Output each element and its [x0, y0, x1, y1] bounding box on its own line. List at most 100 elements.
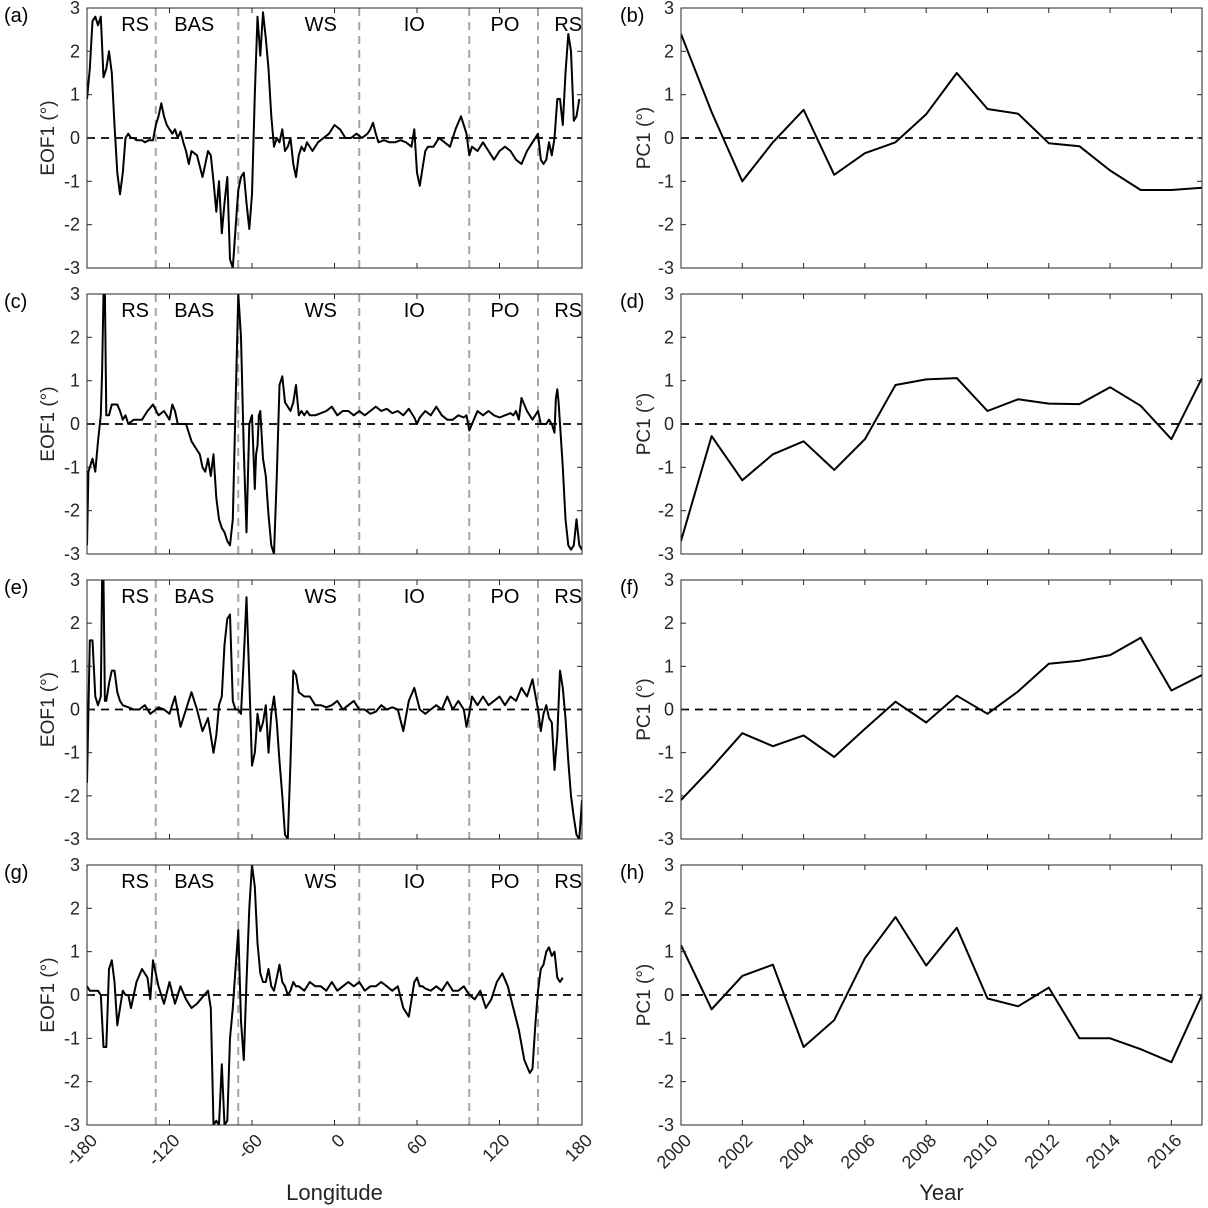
region-label: WS [305, 871, 337, 893]
y-tick-label: 3 [70, 0, 80, 18]
x-axis-label: Longitude [286, 1180, 383, 1205]
region-label: BAS [174, 871, 214, 893]
panel-label: (b) [620, 5, 644, 27]
x-tick-label: -60 [234, 1130, 267, 1163]
region-label: IO [404, 871, 425, 893]
panel-label: (f) [620, 577, 639, 599]
y-tick-label: -3 [658, 258, 674, 278]
x-tick-label: 180 [561, 1130, 596, 1165]
y-tick-label: 2 [70, 613, 80, 633]
x-tick-label: 2004 [775, 1130, 817, 1172]
region-label: RS [554, 14, 582, 36]
region-label: PO [491, 300, 520, 322]
axes-frame [680, 293, 1203, 555]
x-tick-label: -120 [144, 1130, 184, 1170]
region-label: BAS [174, 586, 214, 608]
panel-label: (e) [4, 577, 28, 599]
data-series-line [681, 636, 1202, 801]
x-tick-label: 0 [327, 1130, 348, 1151]
y-tick-label: 2 [70, 41, 80, 61]
region-label: WS [305, 586, 337, 608]
y-tick-label: 3 [664, 855, 674, 875]
region-label: BAS [174, 14, 214, 36]
y-tick-label: -2 [658, 786, 674, 806]
x-tick-label: 2002 [714, 1130, 756, 1172]
y-tick-label: 3 [70, 855, 80, 875]
panel-b: (b) -3 -2 -1 0 1 2 3 PC1 (°) [620, 0, 1203, 278]
y-tick-label: 2 [664, 41, 674, 61]
y-axis-label: EOF1 (°) [38, 386, 59, 461]
y-tick-label: -3 [658, 1115, 674, 1135]
y-tick-label: -1 [658, 171, 674, 191]
region-label: IO [404, 300, 425, 322]
panel-d: (d) -3 -2 -1 0 1 2 3 PC1 (°) [620, 284, 1203, 564]
y-tick-label: 3 [70, 570, 80, 590]
panel-h: (h) -3 -2 -1 0 1 2 3 2000 2002 2004 2006 2008 2010 201… [620, 855, 1203, 1205]
y-tick-label: -3 [64, 1115, 80, 1135]
y-tick-label: 2 [70, 327, 80, 347]
y-tick-label: -2 [64, 501, 80, 521]
y-axis-label: PC1 (°) [634, 964, 655, 1027]
region-label: WS [305, 300, 337, 322]
y-tick-label: -1 [658, 457, 674, 477]
region-label: WS [305, 14, 337, 36]
region-label: RS [121, 871, 149, 893]
y-tick-label: 1 [70, 942, 80, 962]
y-tick-label: -2 [64, 786, 80, 806]
y-tick-label: 2 [664, 327, 674, 347]
y-tick-label: -3 [658, 544, 674, 564]
y-tick-label: 3 [664, 570, 674, 590]
x-tick-label: 2014 [1082, 1130, 1124, 1172]
y-axis-label: EOF1 (°) [38, 957, 59, 1032]
y-tick-label: -1 [64, 1028, 80, 1048]
panel-label: (g) [4, 862, 28, 884]
x-tick-label: 2000 [653, 1130, 695, 1172]
y-tick-label: 0 [70, 700, 80, 720]
data-series-line [87, 865, 564, 1125]
region-label: PO [491, 871, 520, 893]
x-tick-label: 2008 [898, 1130, 940, 1172]
y-tick-label: 1 [70, 656, 80, 676]
y-tick-label: -2 [64, 215, 80, 235]
y-tick-label: 0 [70, 128, 80, 148]
y-tick-label: 2 [664, 898, 674, 918]
y-tick-label: 3 [70, 284, 80, 304]
panel-label: (a) [4, 5, 28, 27]
data-series-line [681, 377, 1202, 542]
y-tick-label: 1 [70, 371, 80, 391]
x-tick-label: 2012 [1020, 1130, 1062, 1172]
x-tick-label: 2006 [837, 1130, 879, 1172]
panel-a: (a) RS BAS WS IO PO RS -3 -2 -1 0 1 2 3 EOF1 (°) [4, 0, 583, 278]
y-tick-label: -2 [658, 501, 674, 521]
panel-label: (d) [620, 291, 644, 313]
region-label: RS [121, 300, 149, 322]
region-label: PO [491, 14, 520, 36]
y-tick-label: -1 [64, 171, 80, 191]
y-axis-label: PC1 (°) [634, 678, 655, 741]
region-label: RS [554, 586, 582, 608]
y-tick-label: -2 [64, 1072, 80, 1092]
y-tick-label: -1 [64, 457, 80, 477]
data-series-line [87, 11, 581, 268]
y-axis-label: PC1 (°) [634, 393, 655, 456]
y-tick-label: -1 [64, 743, 80, 763]
panel-label: (h) [620, 862, 644, 884]
data-series-line [681, 33, 1202, 191]
y-axis-label: PC1 (°) [634, 107, 655, 170]
region-label: RS [121, 586, 149, 608]
y-tick-label: -2 [658, 1072, 674, 1092]
x-tick-label: -180 [62, 1130, 102, 1170]
x-tick-label: 2016 [1143, 1130, 1185, 1172]
y-tick-label: 1 [664, 371, 674, 391]
data-series-line [681, 916, 1202, 1064]
y-tick-label: 1 [664, 85, 674, 105]
y-tick-label: 0 [664, 985, 674, 1005]
y-tick-label: 0 [70, 414, 80, 434]
y-tick-label: -1 [658, 1028, 674, 1048]
region-label: IO [404, 586, 425, 608]
y-axis-label: EOF1 (°) [38, 672, 59, 747]
panel-e: (e) RS BAS WS IO PO RS -3 -2 -1 0 1 2 3 EOF1 (°) [4, 570, 583, 849]
panel-label: (c) [4, 291, 27, 313]
x-tick-label: 120 [478, 1130, 513, 1165]
